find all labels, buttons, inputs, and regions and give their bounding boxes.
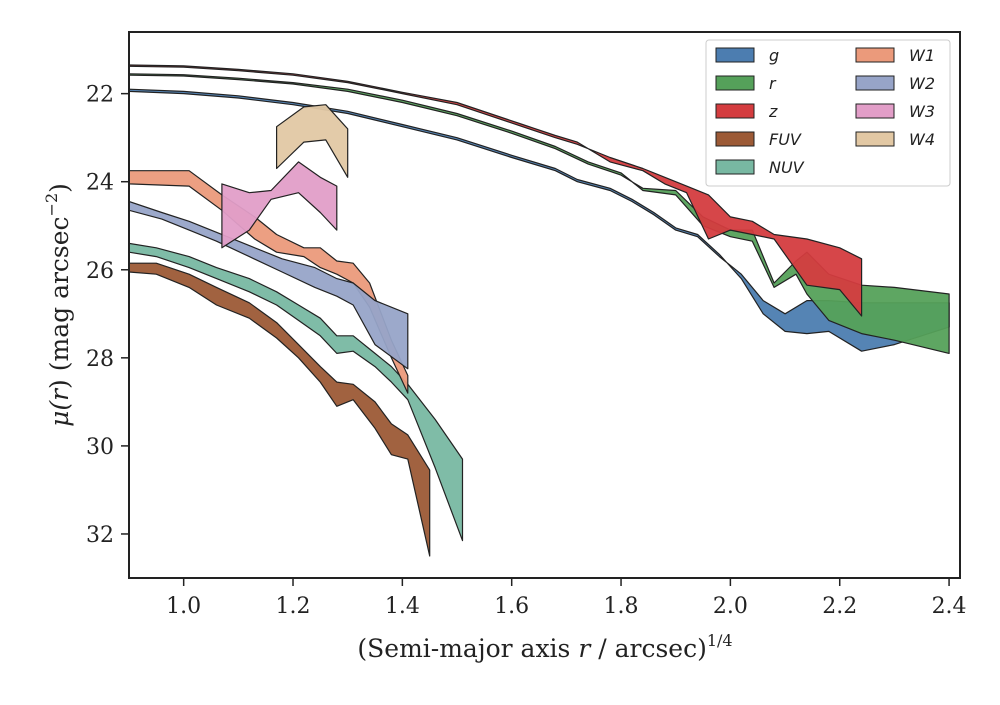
x-axis-label: (Semi-major axis r / arcsec)1/4 bbox=[357, 631, 732, 663]
legend-label-r: r bbox=[769, 74, 777, 93]
y-tick-label: 28 bbox=[86, 347, 114, 372]
legend-swatch-g bbox=[715, 47, 755, 63]
legend-label-w2: W2 bbox=[909, 74, 935, 93]
band-w4 bbox=[276, 104, 349, 178]
x-tick-label: 1.6 bbox=[494, 594, 529, 619]
x-tick-label: 2.4 bbox=[932, 594, 967, 619]
legend-label-w4: W4 bbox=[909, 130, 935, 149]
y-tick-label: 26 bbox=[86, 259, 114, 284]
x-tick-label: 1.2 bbox=[276, 594, 311, 619]
legend-label-nuv: NUV bbox=[769, 158, 805, 177]
band-w3 bbox=[221, 161, 338, 249]
legend-swatch-w4 bbox=[855, 131, 895, 147]
legend-swatch-z bbox=[715, 103, 755, 119]
band-fuv bbox=[129, 262, 431, 557]
x-tick-label: 1.8 bbox=[604, 594, 639, 619]
legend-label-w3: W3 bbox=[909, 102, 935, 121]
x-tick-label: 2.2 bbox=[822, 594, 857, 619]
legend-swatch-r bbox=[715, 75, 755, 91]
legend-swatch-fuv bbox=[715, 131, 755, 147]
legend-label-z: z bbox=[768, 102, 778, 121]
legend-label-fuv: FUV bbox=[769, 130, 802, 149]
band-r bbox=[129, 73, 950, 354]
legend-label-g: g bbox=[769, 46, 779, 65]
band-w2 bbox=[129, 200, 409, 370]
legend-swatch-w2 bbox=[855, 75, 895, 91]
legend: grz FUV NUV W1 W2 W3 W4 bbox=[705, 39, 951, 187]
x-tick-label: 1.4 bbox=[385, 594, 420, 619]
band-w1 bbox=[129, 170, 409, 394]
legend-swatch-nuv bbox=[715, 159, 755, 175]
x-axis: 1.0 1.2 1.4 1.6 1.8 2.0 2.2 2.4 bbox=[166, 578, 967, 619]
y-axis: 22 24 26 28 30 32 bbox=[86, 83, 129, 548]
x-tick-label: 2.0 bbox=[713, 594, 748, 619]
band-nuv bbox=[129, 242, 464, 542]
y-tick-label: 22 bbox=[86, 83, 114, 108]
band-z bbox=[129, 64, 863, 317]
legend-label-w1: W1 bbox=[909, 46, 935, 65]
plot-frame bbox=[128, 31, 961, 579]
legend-swatch-w3 bbox=[855, 103, 895, 119]
legend-swatch-w1 bbox=[855, 47, 895, 63]
y-tick-label: 32 bbox=[86, 523, 114, 548]
y-axis-label: μ(r) (mag arcsec−2) bbox=[42, 183, 74, 427]
x-tick-label: 1.0 bbox=[166, 594, 201, 619]
y-tick-label: 24 bbox=[86, 171, 114, 196]
series-layer bbox=[129, 64, 950, 557]
y-tick-label: 30 bbox=[86, 435, 114, 460]
